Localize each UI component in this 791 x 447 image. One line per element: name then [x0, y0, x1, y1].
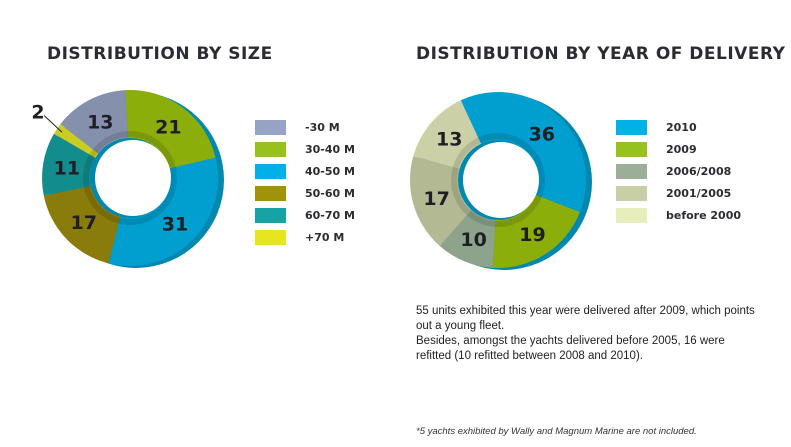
legend-label: 30-40 M — [305, 142, 355, 156]
data-label: 10 — [460, 229, 486, 251]
data-label: 13 — [87, 111, 113, 133]
legend-label: +70 M — [305, 230, 345, 244]
chart-title-size: DISTRIBUTION BY SIZE — [47, 44, 273, 64]
donut-inner-edge — [83, 131, 177, 225]
note-line-1: 55 units exhibited this year were delive… — [416, 305, 755, 332]
legend-label: -30 M — [305, 120, 340, 134]
legend-swatch — [616, 119, 647, 135]
pie-slice-40-50-m — [108, 157, 218, 266]
legend-item: before 2000 — [616, 204, 741, 226]
legend-item: 50-60 M — [255, 182, 355, 204]
pie-slice-2006-2008 — [439, 210, 496, 268]
data-label: 13 — [436, 129, 462, 151]
legend-swatch — [616, 207, 647, 223]
legend-item: 30-40 M — [255, 138, 355, 160]
pie-slice-30-40-m — [125, 90, 216, 169]
legend-swatch — [255, 141, 286, 157]
legend-swatch — [255, 229, 286, 245]
legend-item: +70 M — [255, 226, 355, 248]
data-label: 17 — [423, 188, 449, 210]
legend-item: 40-50 M — [255, 160, 355, 182]
data-label: 21 — [155, 117, 181, 139]
legend-item: 2001/2005 — [616, 182, 741, 204]
legend-item: 2009 — [616, 138, 741, 160]
data-label: 11 — [54, 158, 80, 180]
legend-label: 40-50 M — [305, 164, 355, 178]
legend-label: 2001/2005 — [666, 186, 732, 200]
legend-swatch — [255, 163, 286, 179]
legend-label: 2010 — [666, 120, 697, 134]
data-label: 36 — [529, 123, 555, 145]
legend-swatch — [255, 207, 286, 223]
legend-item: 60-70 M — [255, 204, 355, 226]
legend-year: 2010 2009 2006/2008 2001/2005 before 2000 — [616, 116, 741, 226]
legend-swatch — [616, 141, 647, 157]
leader-line — [43, 115, 63, 133]
note-line-2: Besides, amongst the yachts delivered be… — [416, 335, 725, 362]
note-text: 55 units exhibited this year were delive… — [416, 304, 756, 364]
legend-item: -30 M — [255, 116, 355, 138]
pie-slice-before-2000 — [413, 100, 482, 170]
donut-inner-edge — [451, 133, 545, 227]
legend-item: 2006/2008 — [616, 160, 741, 182]
legend-label: 2006/2008 — [666, 164, 732, 178]
legend-swatch — [616, 185, 647, 201]
pie-slice-50-60-m — [43, 185, 121, 264]
data-label: 2 — [31, 102, 44, 124]
legend-swatch — [255, 185, 286, 201]
legend-swatch — [255, 119, 286, 135]
donut-hole — [463, 142, 539, 218]
pie-slice-60-70-m — [41, 133, 96, 196]
footnote: *5 yachts exhibited by Wally and Magnum … — [416, 426, 697, 437]
legend-label: 50-60 M — [305, 186, 355, 200]
data-label: 17 — [71, 212, 97, 234]
legend-size: -30 M 30-40 M 40-50 M 50-60 M 60-70 M +70 M — [255, 116, 355, 248]
pie-slice-2009 — [492, 194, 580, 268]
donut-hole — [95, 140, 171, 216]
legend-item: 2010 — [616, 116, 741, 138]
legend-label: 2009 — [666, 142, 697, 156]
pie-slice--30-m — [60, 90, 128, 154]
pie-slice--70-m — [53, 124, 99, 158]
pie-slice-2001-2005 — [410, 156, 472, 247]
data-label: 31 — [162, 214, 188, 236]
legend-label: 60-70 M — [305, 208, 355, 222]
legend-swatch — [616, 163, 647, 179]
chart-title-year: DISTRIBUTION BY YEAR OF DELIVERY — [416, 44, 786, 64]
data-label: 19 — [519, 224, 545, 246]
pie-slice-2010 — [460, 92, 586, 213]
legend-label: before 2000 — [666, 208, 742, 222]
